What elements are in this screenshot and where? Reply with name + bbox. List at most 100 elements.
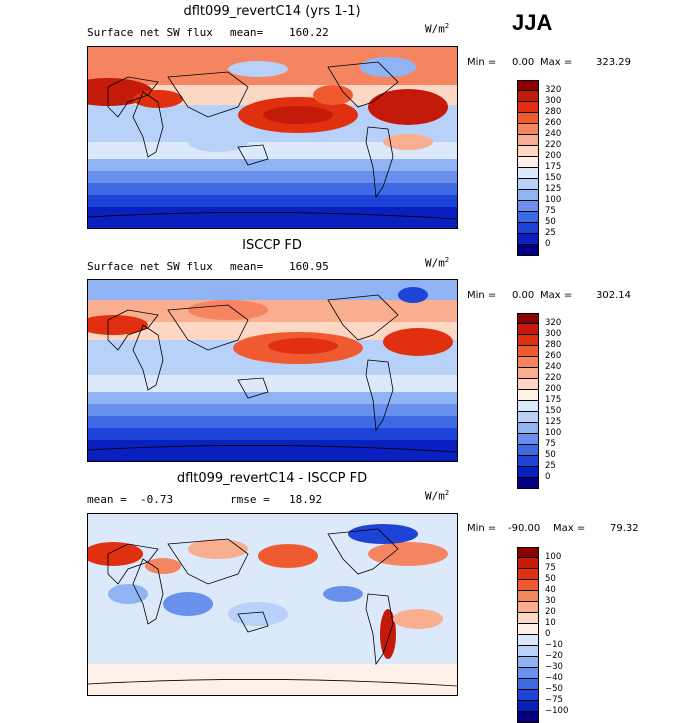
colorbar-tick-label: 40 bbox=[545, 585, 556, 595]
colorbar-tick-label: 320 bbox=[545, 318, 562, 328]
colorbar-tick-label: 280 bbox=[545, 340, 562, 350]
colorbar-swatch bbox=[517, 657, 539, 668]
colorbar-swatch bbox=[517, 313, 539, 324]
colorbar-swatch bbox=[517, 390, 539, 401]
colorbar-tick-label: 0 bbox=[545, 239, 551, 249]
colorbar-tick-label: 300 bbox=[545, 329, 562, 339]
colorbar-swatch bbox=[517, 102, 539, 113]
panel3-mean-label: mean = bbox=[87, 493, 127, 506]
panel2-min-label: Min = bbox=[467, 290, 497, 301]
colorbar-tick-label: 75 bbox=[545, 563, 556, 573]
colorbar-swatch bbox=[517, 558, 539, 569]
colorbar-swatch bbox=[517, 91, 539, 102]
colorbar-swatch bbox=[517, 80, 539, 91]
colorbar-tick-label: 175 bbox=[545, 395, 562, 405]
colorbar-swatch bbox=[517, 690, 539, 701]
colorbar-swatch bbox=[517, 223, 539, 234]
panel3-map-field bbox=[88, 514, 457, 695]
colorbar-swatch bbox=[517, 190, 539, 201]
colorbar-swatch bbox=[517, 456, 539, 467]
panel1-max-value: 323.29 bbox=[596, 57, 631, 68]
colorbar-swatch bbox=[517, 569, 539, 580]
panel2-mean-label: mean= bbox=[230, 260, 264, 273]
panel1-map-field bbox=[88, 47, 457, 228]
panel3-rmse-value: 18.92 bbox=[289, 493, 323, 506]
colorbar-tick-label: 220 bbox=[545, 140, 562, 150]
panel1-mean-value: 160.22 bbox=[289, 26, 329, 39]
colorbar-tick-label: 200 bbox=[545, 384, 562, 394]
colorbar-tick-label: 125 bbox=[545, 184, 562, 194]
colorbar-swatch bbox=[517, 346, 539, 357]
panel1-variable-label: Surface net SW flux bbox=[87, 26, 213, 39]
colorbar-swatch bbox=[517, 591, 539, 602]
colorbar-tick-label: 50 bbox=[545, 450, 556, 460]
colorbar-tick-label: 30 bbox=[545, 596, 556, 606]
colorbar-tick-label: 50 bbox=[545, 217, 556, 227]
panel1-units: W/m2 bbox=[425, 22, 450, 36]
colorbar-swatch bbox=[517, 212, 539, 223]
colorbar-tick-label: 25 bbox=[545, 461, 556, 471]
panel2-variable-label: Surface net SW flux bbox=[87, 260, 213, 273]
colorbar-swatch bbox=[517, 668, 539, 679]
panel3-title: dflt099_revertC14 - ISCCP FD bbox=[176, 471, 368, 486]
colorbar-tick-label: 100 bbox=[545, 552, 562, 562]
colorbar-swatch bbox=[517, 124, 539, 135]
colorbar-tick-label: 10 bbox=[545, 618, 556, 628]
colorbar-tick-label: −100 bbox=[545, 706, 569, 716]
colorbar-tick-label: 300 bbox=[545, 96, 562, 106]
colorbar-tick-label: 240 bbox=[545, 362, 562, 372]
colorbar-swatch bbox=[517, 157, 539, 168]
colorbar-swatch bbox=[517, 624, 539, 635]
panel3-max-label: Max = bbox=[553, 523, 586, 534]
colorbar-swatch bbox=[517, 245, 539, 256]
colorbar-swatch bbox=[517, 445, 539, 456]
colorbar-tick-label: 50 bbox=[545, 574, 556, 584]
colorbar-swatch bbox=[517, 613, 539, 624]
panel3-rmse-label: rmse = bbox=[230, 493, 270, 506]
panel2-units: W/m2 bbox=[425, 256, 450, 270]
colorbar-swatch bbox=[517, 646, 539, 657]
colorbar-swatch bbox=[517, 679, 539, 690]
colorbar-tick-label: 150 bbox=[545, 173, 562, 183]
panel1-colorbar bbox=[517, 80, 539, 256]
colorbar-swatch bbox=[517, 467, 539, 478]
colorbar-tick-label: 125 bbox=[545, 417, 562, 427]
panel2-max-value: 302.14 bbox=[596, 290, 631, 301]
colorbar-swatch bbox=[517, 335, 539, 346]
colorbar-swatch bbox=[517, 357, 539, 368]
colorbar-tick-label: −20 bbox=[545, 651, 563, 661]
colorbar-tick-label: 150 bbox=[545, 406, 562, 416]
colorbar-swatch bbox=[517, 368, 539, 379]
colorbar-tick-label: 20 bbox=[545, 607, 556, 617]
colorbar-tick-label: 100 bbox=[545, 428, 562, 438]
colorbar-tick-label: 75 bbox=[545, 439, 556, 449]
colorbar-tick-label: 0 bbox=[545, 472, 551, 482]
colorbar-swatch bbox=[517, 434, 539, 445]
colorbar-tick-label: 240 bbox=[545, 129, 562, 139]
panel1-min-value: 0.00 bbox=[512, 57, 535, 68]
colorbar-swatch bbox=[517, 478, 539, 489]
colorbar-swatch bbox=[517, 113, 539, 124]
colorbar-swatch bbox=[517, 146, 539, 157]
panel3-colorbar-labels: 100 75 50 40 30 20 10 0 −10 −20 −30 −40 −50 −75 −100 bbox=[545, 552, 568, 717]
colorbar-swatch bbox=[517, 635, 539, 646]
colorbar-tick-label: −75 bbox=[545, 695, 563, 705]
panel2-colorbar-labels: 320 300 280 260 240 220 200 175 150 125 100 75 50 25 0 bbox=[545, 318, 561, 483]
colorbar-tick-label: −50 bbox=[545, 684, 563, 694]
colorbar-swatch bbox=[517, 179, 539, 190]
colorbar-swatch bbox=[517, 602, 539, 613]
colorbar-swatch bbox=[517, 423, 539, 434]
colorbar-swatch bbox=[517, 324, 539, 335]
colorbar-tick-label: −30 bbox=[545, 662, 563, 672]
panel2-min-value: 0.00 bbox=[512, 290, 535, 301]
colorbar-tick-label: 100 bbox=[545, 195, 562, 205]
colorbar-tick-label: 175 bbox=[545, 162, 562, 172]
panel3-mean-value: -0.73 bbox=[140, 493, 174, 506]
colorbar-tick-label: 260 bbox=[545, 351, 562, 361]
panel3-min-value: -90.00 bbox=[508, 523, 541, 534]
panel2-mean-value: 160.95 bbox=[289, 260, 329, 273]
colorbar-swatch bbox=[517, 135, 539, 146]
colorbar-tick-label: 280 bbox=[545, 107, 562, 117]
panel3-colorbar bbox=[517, 547, 539, 723]
colorbar-swatch bbox=[517, 412, 539, 423]
